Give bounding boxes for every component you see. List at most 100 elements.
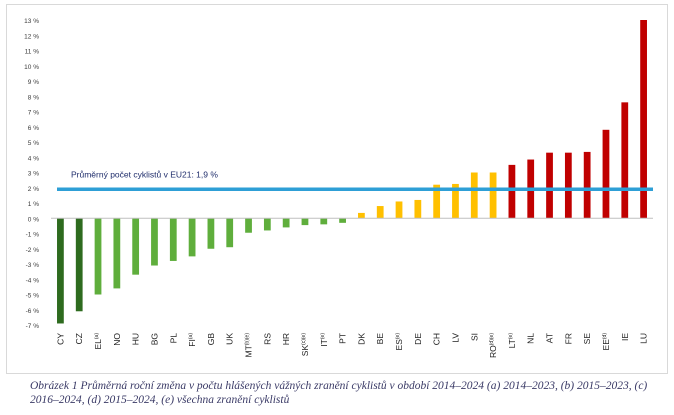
x-tick-label: DK [356, 333, 366, 345]
x-tick-label: MT(b)(e) [244, 333, 254, 358]
y-tick-label: 12 % [24, 33, 39, 40]
bar-se [583, 151, 591, 219]
bar-dk [358, 212, 365, 219]
x-tick-label: CH [432, 333, 442, 345]
y-tick-label: -4 % [26, 277, 40, 284]
bar-ee [602, 129, 610, 219]
x-tick-label: SE [582, 333, 592, 345]
x-tick-label: IT(e) [319, 333, 329, 347]
x-tick-label: EE(d) [601, 333, 611, 351]
bar-gb [207, 218, 215, 249]
svg-text:LV: LV [450, 333, 460, 343]
y-axis: 13 % 12 % 11 % 10 % 9 % 8 % 7 % 6 % 5 % 4 % 3 % 2 %… [24, 18, 39, 330]
x-tick-label: PT [338, 333, 348, 344]
x-tick-label-note: (a) [94, 333, 100, 339]
x-tick-label-note: (d)(e) [489, 333, 495, 346]
chart-frame: 13 % 12 % 11 % 10 % 9 % 8 % 7 % 6 % 5 % 4 % 3 % 2 %… [6, 4, 668, 374]
x-tick-label: HR [281, 333, 291, 345]
svg-text:RO(d)(e): RO(d)(e) [488, 333, 498, 358]
x-tick-label: RO(d)(e) [488, 333, 498, 358]
bar-cy [57, 218, 64, 324]
x-tick-label: BE [375, 333, 385, 345]
x-tick-label: ES(e) [394, 333, 404, 351]
svg-text:CY: CY [55, 333, 65, 345]
svg-text:UK: UK [225, 333, 235, 345]
bar-ch [433, 184, 441, 219]
x-tick-label: NL [526, 333, 536, 344]
bar-bg [151, 218, 158, 266]
y-tick-label: 0 % [28, 216, 39, 223]
x-tick-label-text: UK [225, 333, 235, 345]
svg-text:CH: CH [432, 333, 442, 345]
x-tick-label-text: PT [338, 333, 348, 344]
bar-pt [339, 218, 346, 223]
svg-text:NL: NL [526, 333, 536, 344]
y-tick-label: 5 % [28, 140, 39, 147]
y-tick-label: 8 % [28, 94, 39, 101]
svg-text:EE(d): EE(d) [601, 333, 611, 351]
x-tick-label: RS [262, 333, 272, 345]
y-tick-label: 10 % [24, 64, 39, 71]
x-tick-label: UK [225, 333, 235, 345]
x-tick-label-text: CY [55, 333, 65, 345]
reference-line-group: Průměrný počet cyklistů v EU21: 1,9 % [57, 169, 653, 192]
bar-lu [640, 20, 647, 219]
x-tick-label: BG [149, 333, 159, 345]
bar-es [395, 201, 403, 219]
x-tick-label-text: SK [300, 345, 310, 357]
bar-fr [564, 152, 572, 219]
x-tick-label: CY [55, 333, 65, 345]
svg-text:DK: DK [356, 333, 366, 345]
bar-cz [75, 218, 83, 312]
x-tick-label-note: (e) [395, 333, 401, 339]
x-tick-label-text: MT [244, 345, 254, 357]
x-tick-label: LU [639, 333, 649, 344]
bar-it [320, 218, 328, 225]
svg-text:HU: HU [131, 333, 141, 345]
x-tick-label-note: (e) [508, 333, 514, 339]
x-tick-label-text: NL [526, 333, 536, 344]
svg-text:ES(e): ES(e) [394, 333, 404, 351]
svg-text:BE: BE [375, 333, 385, 345]
svg-text:SI: SI [469, 333, 479, 341]
y-tick-label: 7 % [28, 110, 39, 117]
x-tick-label-text: NO [112, 333, 122, 346]
x-tick-label: IE [620, 333, 630, 341]
bar-ro [489, 172, 497, 219]
bar-lv [452, 183, 459, 219]
figure-caption: Obrázek 1 Průměrná roční změna v počtu h… [30, 380, 648, 406]
svg-text:LU: LU [639, 333, 649, 344]
x-tick-label-text: HR [281, 333, 291, 345]
svg-text:CZ: CZ [74, 333, 84, 344]
svg-text:RS: RS [262, 333, 272, 345]
x-tick-label-note: (b)(e) [245, 333, 251, 346]
svg-text:SK(c)(e): SK(c)(e) [300, 333, 310, 357]
x-tick-label-text: ES [394, 339, 404, 351]
x-tick-label-text: LV [450, 333, 460, 343]
y-tick-label: 2 % [28, 186, 39, 193]
bar-pl [169, 218, 177, 261]
x-tick-label-note: (e) [320, 333, 326, 339]
y-tick-label: -3 % [26, 262, 40, 269]
y-tick-label: 9 % [28, 79, 39, 86]
svg-text:MT(b)(e): MT(b)(e) [244, 333, 254, 358]
bar-si [470, 172, 478, 219]
bar-rs [263, 218, 271, 231]
x-tick-label-text: DE [413, 333, 423, 345]
x-tick-label-text: HU [131, 333, 141, 345]
y-tick-label: -7 % [26, 323, 40, 330]
x-tick-label: FI(a) [187, 333, 197, 347]
bar-fi [188, 218, 196, 257]
x-tick-label-text: SE [582, 333, 592, 345]
x-tick-label: LV [450, 333, 460, 343]
bar-hr [282, 218, 290, 228]
x-tick-label: FR [563, 333, 573, 344]
x-tick-label-text: CZ [74, 333, 84, 344]
svg-text:FR: FR [563, 333, 573, 344]
svg-text:AT: AT [545, 333, 555, 343]
x-tick-label: HU [131, 333, 141, 345]
svg-text:FI(a): FI(a) [187, 333, 197, 347]
x-tick-label-text: RS [262, 333, 272, 345]
x-tick-label-text: BE [375, 333, 385, 345]
x-tick-label-text: FI [187, 339, 197, 347]
